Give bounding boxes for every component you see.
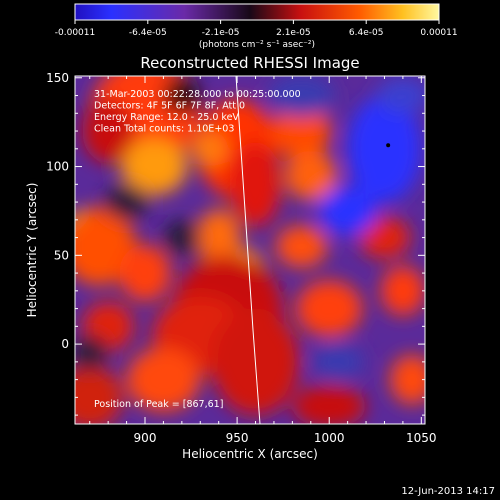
heatmap-blob bbox=[358, 216, 411, 259]
x-tick-label: 950 bbox=[226, 431, 249, 445]
annotations-block: 31-Mar-2003 00:22:28.000 to 00:25:00.000… bbox=[94, 89, 301, 135]
heatmap-blob bbox=[272, 102, 332, 160]
heatmap-blob bbox=[292, 384, 367, 424]
colorbar-tick-labels: -0.00011 -6.4e-05 -2.1e-05 2.1e-05 6.4e-05 0.… bbox=[55, 28, 458, 38]
colorbar: -0.00011 -6.4e-05 -2.1e-05 2.1e-05 6.4e-05 0.… bbox=[55, 3, 458, 50]
chart-title: Reconstructed RHESSI Image bbox=[140, 54, 359, 72]
x-axis-ticks bbox=[89, 76, 422, 424]
plot-frame bbox=[74, 75, 426, 425]
heatmap-blob bbox=[285, 150, 337, 201]
colorbar-tick-label: 0.00011 bbox=[420, 28, 457, 38]
heatmap-blob bbox=[312, 344, 365, 380]
heatmap-blob bbox=[191, 131, 228, 167]
heatmap-blob bbox=[347, 95, 422, 203]
colorbar-tick-label: 6.4e-05 bbox=[349, 28, 384, 38]
heatmap-blob bbox=[229, 141, 282, 227]
colorbar-gradient bbox=[74, 3, 440, 21]
heatmap-plot-area bbox=[75, 76, 425, 424]
colorbar-tick-label: 2.1e-05 bbox=[276, 28, 311, 38]
x-tick-label: 1000 bbox=[314, 431, 345, 445]
y-tick-label: 100 bbox=[46, 160, 69, 174]
x-tick-label: 1050 bbox=[406, 431, 437, 445]
x-tick-labels: 900 950 1000 1050 bbox=[134, 431, 437, 445]
y-tick-label: 150 bbox=[46, 71, 69, 85]
heatmap-blob bbox=[275, 225, 328, 268]
heatmap-blob bbox=[296, 280, 363, 337]
annotation-line: Detectors: 4F 5F 6F 7F 8F, Att 0 bbox=[94, 101, 245, 112]
colorbar-tick-label: -6.4e-05 bbox=[129, 28, 167, 38]
annotation-line: Clean Total counts: 1.10E+03 bbox=[94, 124, 234, 135]
heatmap-blob bbox=[75, 365, 123, 424]
y-axis-ticks bbox=[75, 77, 425, 416]
colorbar-tick-label: -0.00011 bbox=[55, 28, 95, 38]
y-axis-label: Heliocentric Y (arcsec) bbox=[25, 183, 39, 318]
colorbar-ticks bbox=[74, 20, 440, 24]
peak-position-label: Position of Peak = [867,61] bbox=[94, 399, 223, 410]
y-tick-labels: 0 50 100 150 bbox=[46, 71, 69, 351]
heatmap-blob bbox=[163, 77, 201, 114]
heatmap-blob bbox=[119, 244, 171, 302]
footer-timestamp: 12-Jun-2013 14:17 bbox=[401, 486, 495, 497]
heatmap-blob bbox=[75, 335, 109, 371]
heatmap-blob bbox=[163, 219, 201, 256]
heatmap-blobs bbox=[75, 76, 425, 424]
colorbar-tick-label: -2.1e-05 bbox=[202, 28, 240, 38]
colorbar-units-label: (photons cm⁻² s⁻¹ asec⁻²) bbox=[199, 40, 315, 50]
heatmap-blob bbox=[377, 77, 425, 114]
x-tick-label: 900 bbox=[134, 431, 157, 445]
heatmap-blob bbox=[121, 138, 188, 195]
y-tick-label: 0 bbox=[61, 337, 69, 351]
heatmap-blob bbox=[268, 76, 335, 117]
heatmap-blob bbox=[104, 184, 149, 220]
heatmap-blob bbox=[380, 265, 425, 316]
annotation-line: 31-Mar-2003 00:22:28.000 to 00:25:00.000 bbox=[94, 89, 301, 100]
y-tick-label: 50 bbox=[54, 248, 69, 262]
solar-limb-line bbox=[235, 76, 261, 424]
heatmap-blob bbox=[196, 209, 241, 266]
heatmap-blob bbox=[126, 347, 201, 412]
heatmap-blob bbox=[390, 354, 425, 405]
heatmap-blob bbox=[82, 99, 134, 163]
minimum-marker bbox=[386, 143, 391, 148]
x-axis-label: Heliocentric X (arcsec) bbox=[182, 447, 318, 461]
heatmap-blob bbox=[318, 186, 378, 236]
annotation-line: Energy Range: 12.0 - 25.0 keV bbox=[94, 112, 239, 123]
